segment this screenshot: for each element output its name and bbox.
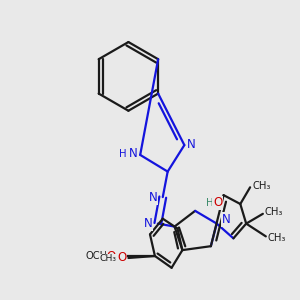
Text: O: O — [117, 251, 126, 265]
Text: OCH: OCH — [86, 251, 108, 261]
Text: N: N — [148, 190, 157, 204]
Text: CH₃: CH₃ — [265, 207, 283, 217]
Text: CH₃: CH₃ — [100, 254, 117, 263]
Text: O: O — [106, 250, 116, 262]
Text: CH₃: CH₃ — [252, 181, 270, 191]
Text: methoxy: methoxy — [92, 255, 98, 256]
Text: H: H — [119, 149, 126, 159]
Text: N: N — [222, 213, 231, 226]
Text: O: O — [106, 250, 116, 262]
Text: N: N — [187, 138, 196, 151]
Text: CH₃: CH₃ — [268, 233, 286, 243]
Text: N: N — [129, 147, 138, 161]
Text: O: O — [213, 196, 222, 209]
Text: N: N — [144, 217, 152, 230]
Text: H: H — [206, 198, 214, 208]
